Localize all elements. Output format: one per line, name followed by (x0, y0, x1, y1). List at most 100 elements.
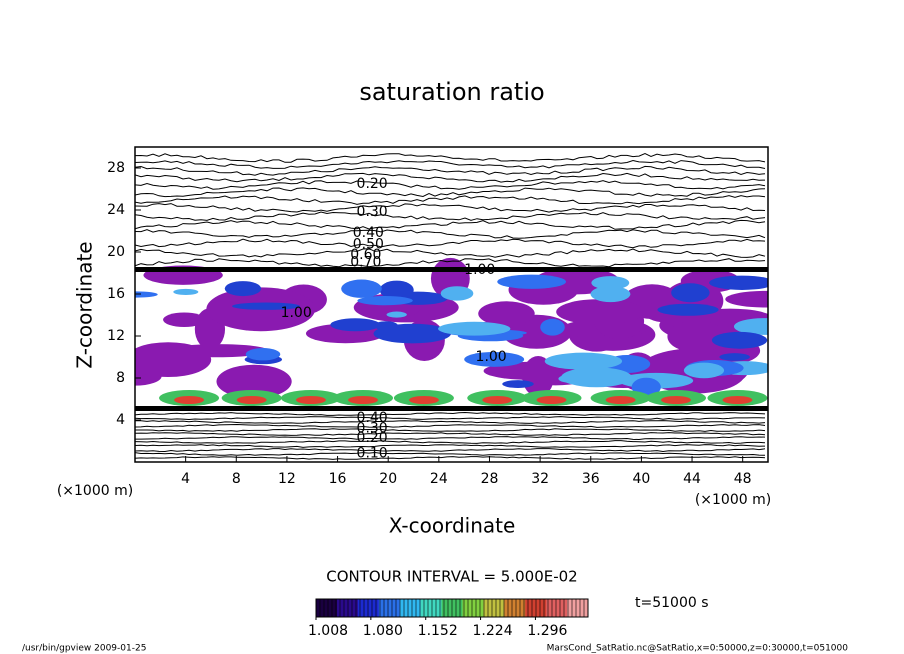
contour-label: 0.50 (353, 237, 384, 253)
colorbar-swatch (357, 599, 380, 617)
field-patch (440, 286, 474, 301)
y-unit: (×1000 m) (57, 483, 133, 499)
field-patch (135, 291, 158, 298)
field-patch (173, 288, 199, 295)
contour-line (135, 203, 766, 213)
field-patch (556, 299, 645, 325)
contour-label: 1.00 (281, 305, 312, 321)
y-tick-label: 16 (107, 286, 125, 302)
contour-line (135, 448, 766, 453)
colorbar-tick-label: 1.296 (527, 623, 567, 639)
x-tick-label: 8 (232, 471, 241, 487)
x-unit: (×1000 m) (695, 492, 771, 508)
x-tick-label: 4 (181, 471, 190, 487)
contour-line (135, 456, 766, 460)
x-tick-label: 20 (379, 471, 397, 487)
contour-label: 0.20 (357, 430, 388, 446)
y-axis-label: Z-coordinate (73, 241, 97, 368)
contour-line (135, 428, 766, 432)
contour-line (135, 165, 766, 176)
field-patch (605, 396, 636, 404)
contour-line (135, 258, 766, 268)
colorbar-swatch (420, 599, 443, 617)
contour-line (135, 411, 766, 416)
field-patch (174, 396, 205, 404)
contour-label: 0.10 (357, 446, 388, 462)
field-patch (245, 348, 281, 361)
y-tick-label: 24 (107, 202, 125, 218)
field-patch (711, 331, 768, 349)
contour-line (135, 436, 766, 441)
contour-line (135, 172, 766, 183)
x-tick-label: 12 (278, 471, 296, 487)
contour-line (135, 440, 766, 444)
field-patch (683, 362, 725, 379)
contour-label: 0.30 (357, 420, 388, 436)
field-patch (216, 364, 292, 399)
field-patch (341, 279, 382, 298)
colorbar: 1.008 1.080 1.152 1.224 1.296 (308, 598, 589, 639)
colorbar-tick-label: 1.008 (308, 623, 348, 639)
x-axis-label: X-coordinate (389, 514, 516, 538)
colorbar-swatch (336, 599, 359, 617)
contour-line (135, 444, 766, 448)
x-tick-label: 32 (531, 471, 549, 487)
colorbar-swatch (504, 599, 526, 617)
colorbar-tick-label: 1.080 (363, 623, 403, 639)
field-patch (671, 283, 710, 303)
colorbar-swatch (483, 599, 505, 617)
contour-line (135, 238, 766, 249)
chart-title: saturation ratio (359, 78, 544, 106)
x-tick-label: 16 (329, 471, 347, 487)
contour-label: 1.00 (476, 349, 507, 365)
x-tick-label: 48 (734, 471, 752, 487)
contour-line (135, 423, 766, 428)
colorbar-swatch (462, 599, 484, 617)
field-patch (591, 276, 630, 290)
field-patch (544, 352, 623, 370)
field-patch (719, 353, 750, 361)
contour-label: 0.40 (357, 410, 388, 426)
x-tick-label: 44 (683, 471, 701, 487)
y-tick-label: 4 (116, 412, 125, 428)
contour-line (135, 432, 766, 436)
x-tick-label: 24 (430, 471, 448, 487)
field-patch (661, 396, 692, 404)
contour-band (135, 406, 768, 411)
colorbar-swatch (399, 599, 422, 617)
field-patch (438, 321, 511, 336)
field-patch (733, 318, 768, 335)
field-patch (722, 396, 753, 404)
field-patch (386, 311, 407, 318)
field-patch (657, 303, 719, 316)
contour-line (135, 229, 766, 239)
field-patch (709, 275, 768, 290)
contour-line (135, 211, 766, 221)
field-patch (232, 302, 301, 310)
colorbar-swatch (546, 599, 568, 617)
contour-line (135, 420, 766, 424)
x-tick-label: 28 (481, 471, 499, 487)
field-patch (478, 301, 535, 326)
contour-line (135, 180, 766, 190)
colorbar-swatch (316, 599, 338, 617)
field-patch (502, 380, 534, 388)
field-patch (536, 396, 567, 404)
contour-interval: CONTOUR INTERVAL = 5.000E-02 (326, 568, 577, 586)
field-patch (540, 318, 565, 336)
field-patch (590, 286, 631, 303)
field-patch (373, 323, 452, 344)
x-tick-label: 36 (582, 471, 600, 487)
y-tick-label: 8 (116, 370, 125, 386)
field-patch (408, 396, 439, 404)
contour-band (135, 267, 768, 272)
time-label: t=51000 s (635, 595, 709, 611)
contour-label: 0.60 (350, 247, 381, 263)
contour-label: 0.30 (357, 204, 388, 220)
contour-label: 1.00 (464, 262, 495, 278)
y-tick-label: 12 (107, 328, 125, 344)
field-patch (236, 396, 267, 404)
field-patch (667, 320, 726, 353)
contour-line (135, 248, 766, 258)
colorbar-swatch (567, 599, 589, 617)
